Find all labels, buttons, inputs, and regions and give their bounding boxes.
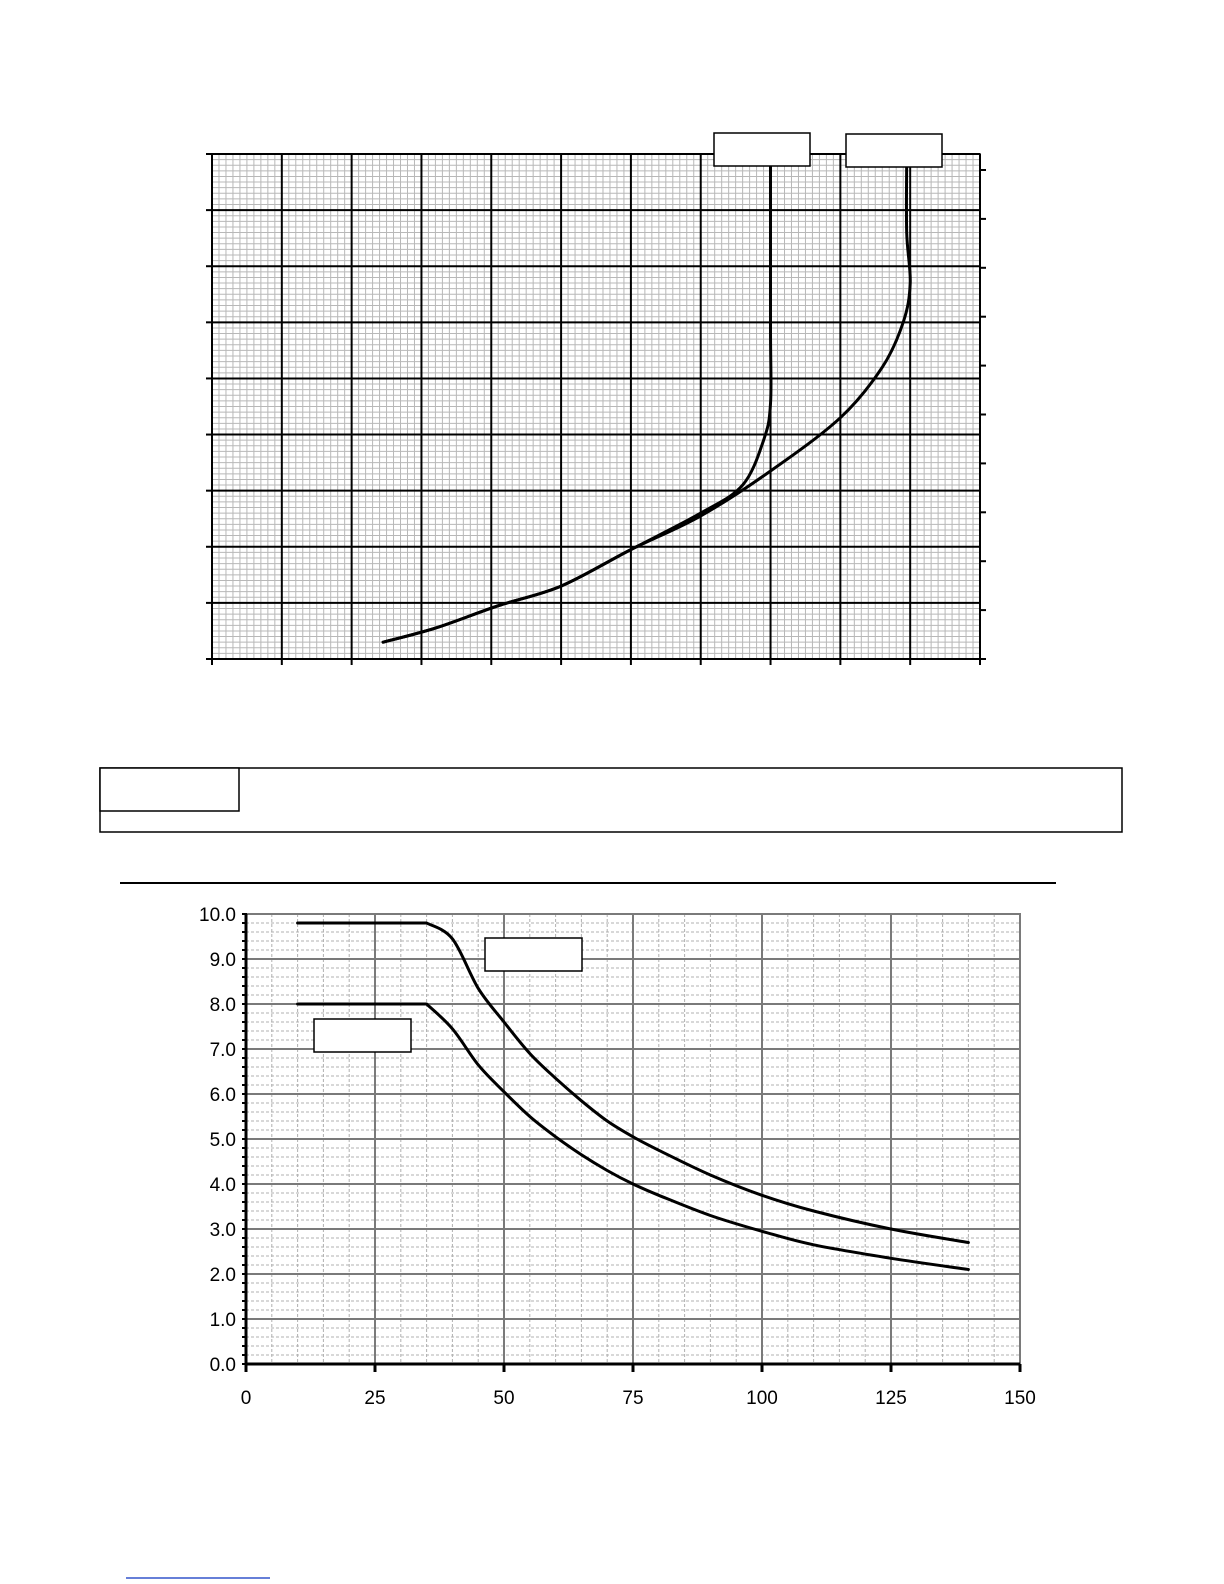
lower-chart-x-tick-label: 100 xyxy=(746,1388,778,1409)
lower-chart-y-tick-label: 2.0 xyxy=(210,1265,236,1286)
lower-chart-y-tick-label: 3.0 xyxy=(210,1220,236,1241)
lower-chart-y-tick-label: 0.0 xyxy=(210,1355,236,1376)
upper-chart-label-box-1 xyxy=(713,132,811,167)
lower-chart-x-tick-label: 0 xyxy=(241,1388,252,1409)
lower-chart-x-tick-label: 50 xyxy=(493,1388,514,1409)
upper-chart-series xyxy=(381,158,912,644)
lower-chart-y-tick-label: 1.0 xyxy=(210,1310,236,1331)
note-box-frame xyxy=(99,767,1123,833)
lower-chart: 0 25 50 75 100 125 150 0.0 1.0 2.0 3.0 4.0 5.0 6.0 7.0… xyxy=(199,905,1036,1409)
lower-chart-series-line-2 xyxy=(296,1002,970,1271)
upper-chart xyxy=(206,132,986,665)
upper-chart-frame xyxy=(211,153,981,660)
lower-chart-label-box-1 xyxy=(484,937,583,972)
lower-chart-label-box-2 xyxy=(313,1018,412,1053)
lower-chart-x-tick-label: 75 xyxy=(622,1388,643,1409)
lower-chart-y-tick-label: 6.0 xyxy=(210,1085,236,1106)
upper-chart-series-line-2 xyxy=(381,158,912,644)
note-box-label-cell xyxy=(99,767,240,812)
lower-chart-series-line-1 xyxy=(296,921,970,1244)
lower-chart-grid xyxy=(245,913,1021,1365)
lower-chart-y-tick-label: 9.0 xyxy=(210,950,236,971)
lower-chart-axes: 0 25 50 75 100 125 150 0.0 1.0 2.0 3.0 4.0 5.0 6.0 7.0… xyxy=(199,905,1036,1409)
lower-chart-y-tick-label: 8.0 xyxy=(210,995,236,1016)
lower-chart-series xyxy=(296,921,970,1271)
lower-chart-x-tick-label: 125 xyxy=(875,1388,907,1409)
lower-chart-y-tick-label: 4.0 xyxy=(210,1175,236,1196)
upper-chart-label-box-2 xyxy=(845,133,943,168)
upper-chart-grid xyxy=(206,153,986,665)
note-box xyxy=(99,767,1123,833)
lower-chart-y-tick-label: 10.0 xyxy=(199,905,236,926)
lower-chart-y-tick-label: 5.0 xyxy=(210,1130,236,1151)
lower-chart-y-tick-label: 7.0 xyxy=(210,1040,236,1061)
lower-chart-x-tick-label: 25 xyxy=(364,1388,385,1409)
lower-chart-x-tick-label: 150 xyxy=(1004,1388,1036,1409)
